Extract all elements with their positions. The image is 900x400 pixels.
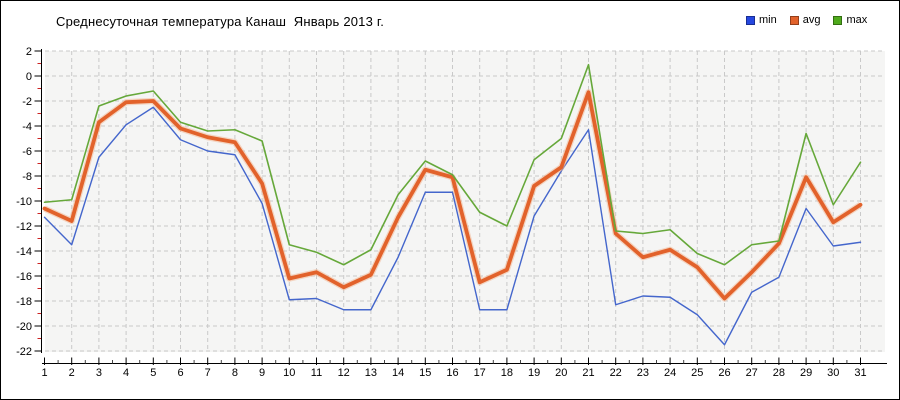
legend-label-max: max bbox=[846, 14, 868, 26]
avg-series-swatch-icon bbox=[789, 15, 799, 25]
svg-text:23: 23 bbox=[637, 367, 649, 379]
svg-text:-22: -22 bbox=[16, 346, 32, 358]
svg-text:31: 31 bbox=[854, 367, 866, 379]
svg-text:0: 0 bbox=[26, 71, 32, 83]
legend: min avg max bbox=[746, 14, 867, 26]
svg-text:-16: -16 bbox=[16, 271, 32, 283]
svg-text:-4: -4 bbox=[22, 121, 32, 133]
svg-text:24: 24 bbox=[664, 367, 676, 379]
svg-text:27: 27 bbox=[746, 367, 758, 379]
svg-text:6: 6 bbox=[177, 367, 183, 379]
svg-text:28: 28 bbox=[773, 367, 785, 379]
svg-text:14: 14 bbox=[392, 367, 404, 379]
svg-text:11: 11 bbox=[311, 367, 322, 379]
chart-title: Среднесуточная температура Канаш Январь … bbox=[56, 14, 385, 29]
legend-item-avg: avg bbox=[789, 14, 821, 26]
svg-text:17: 17 bbox=[474, 367, 486, 379]
svg-text:-12: -12 bbox=[16, 221, 32, 233]
svg-text:19: 19 bbox=[528, 367, 540, 379]
svg-text:29: 29 bbox=[800, 367, 812, 379]
max-series-swatch-icon bbox=[833, 15, 843, 25]
svg-text:10: 10 bbox=[283, 367, 295, 379]
svg-text:-20: -20 bbox=[16, 321, 32, 333]
svg-text:3: 3 bbox=[96, 367, 102, 379]
svg-text:4: 4 bbox=[123, 367, 129, 379]
svg-text:25: 25 bbox=[691, 367, 703, 379]
svg-text:9: 9 bbox=[259, 367, 265, 379]
svg-text:13: 13 bbox=[365, 367, 377, 379]
svg-text:-6: -6 bbox=[22, 146, 32, 158]
svg-text:20: 20 bbox=[555, 367, 567, 379]
svg-text:15: 15 bbox=[419, 367, 431, 379]
svg-text:12: 12 bbox=[338, 367, 350, 379]
svg-text:-10: -10 bbox=[16, 196, 32, 208]
svg-text:8: 8 bbox=[232, 367, 238, 379]
svg-text:26: 26 bbox=[718, 367, 730, 379]
svg-text:21: 21 bbox=[582, 367, 594, 379]
svg-text:-2: -2 bbox=[22, 96, 32, 108]
svg-text:-8: -8 bbox=[22, 171, 32, 183]
svg-text:7: 7 bbox=[205, 367, 211, 379]
legend-label-avg: avg bbox=[802, 14, 821, 26]
legend-label-min: min bbox=[759, 14, 777, 26]
svg-text:2: 2 bbox=[26, 46, 32, 58]
min-series-swatch-icon bbox=[746, 15, 755, 25]
legend-item-min: min bbox=[746, 14, 777, 26]
svg-text:5: 5 bbox=[150, 367, 156, 379]
svg-text:2: 2 bbox=[69, 367, 75, 379]
svg-text:18: 18 bbox=[501, 367, 513, 379]
legend-item-max: max bbox=[833, 14, 867, 26]
svg-text:30: 30 bbox=[827, 367, 839, 379]
svg-text:-18: -18 bbox=[16, 296, 32, 308]
svg-text:22: 22 bbox=[610, 367, 622, 379]
svg-text:-14: -14 bbox=[16, 246, 32, 258]
svg-text:1: 1 bbox=[41, 367, 47, 379]
svg-text:16: 16 bbox=[446, 367, 458, 379]
